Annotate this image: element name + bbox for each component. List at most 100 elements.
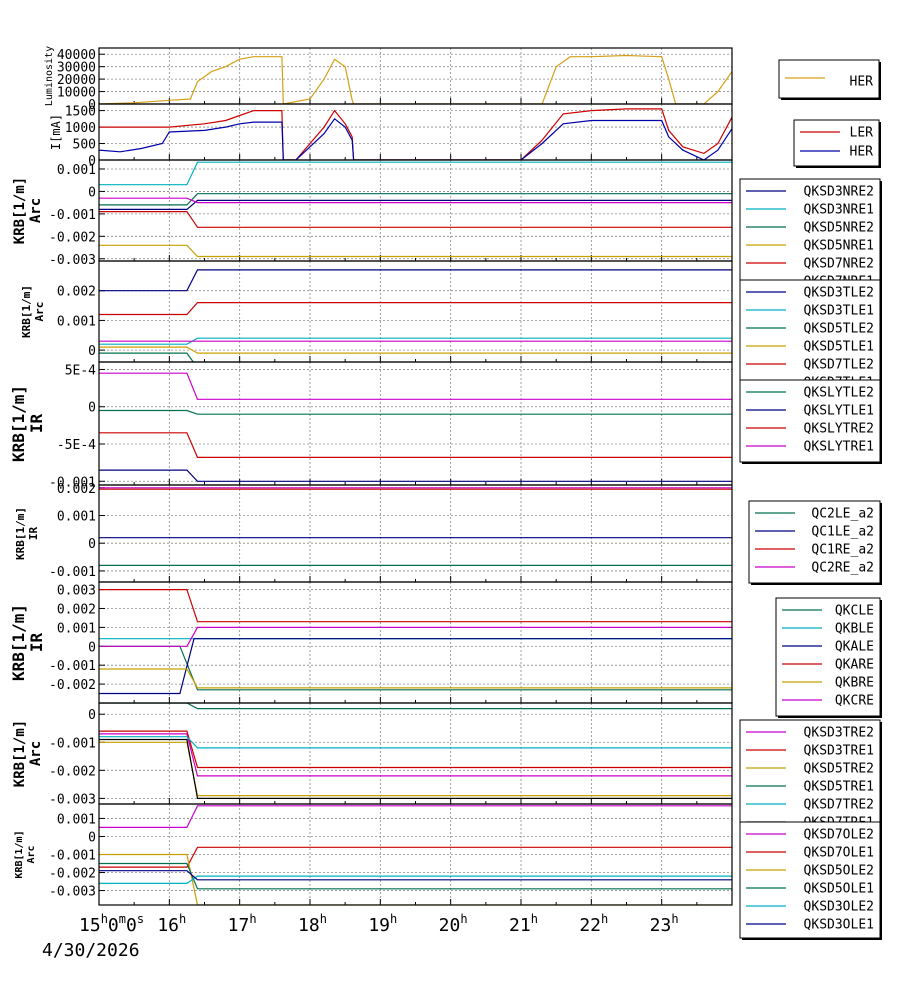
series-QKSD3OLE1 <box>99 870 732 881</box>
x-tick-label: 21h <box>509 912 538 936</box>
series-QKSD7TRE1 <box>99 738 732 800</box>
series-QKSLYTRE2 <box>99 432 732 458</box>
legend-label: QKSD5OLE1 <box>804 882 874 897</box>
legend-label: QKSD3NRE1 <box>804 203 874 218</box>
series-QKARE <box>99 588 732 623</box>
series-LER <box>99 108 732 160</box>
legend-label: QKSD3NRE2 <box>804 185 874 200</box>
y-axis-label-sub: Arc <box>33 302 46 322</box>
series-QKSD7TRE2 <box>99 736 732 749</box>
legend-8: QKSD7OLE2 QKSD7OLE1 QKSD5OLE2 QKSD5OLE1 QKSD… <box>739 821 882 940</box>
legend-box <box>778 59 880 99</box>
series-QKSD3TLE2 <box>99 269 732 292</box>
y-tick-label: -0.001 <box>49 659 96 674</box>
legend-label: QKSLYTLE1 <box>804 404 874 419</box>
legend-label: QC1LE_a2 <box>811 525 874 540</box>
y-axis-label: Luminosity <box>44 46 55 106</box>
y-axis-label: KRB[1/m] <box>9 604 28 681</box>
x-tick-label: 20h <box>439 912 468 936</box>
legend-label: QKBRE <box>835 676 874 691</box>
legend-box <box>739 178 881 296</box>
legend-label: QKSD5TRE1 <box>804 780 874 795</box>
y-axis-label-sub: IR <box>27 414 46 434</box>
x-tick-label: 22h <box>579 912 608 936</box>
legend-label: QKSD3OLE1 <box>804 918 874 933</box>
y-tick-label: 0 <box>88 640 96 655</box>
y-tick-label: -0.001 <box>49 565 96 580</box>
y-tick-label: 0.001 <box>57 163 96 178</box>
legend-label: QKSD5NRE1 <box>804 239 874 254</box>
x-tick-label: 17h <box>228 912 257 936</box>
y-axis-label: KRB[1/m] <box>14 507 27 560</box>
legend-label: QKBLE <box>835 622 874 637</box>
y-tick-label: 500 <box>73 138 96 153</box>
panel-7: -0.003 -0.002 -0.001 0 KRB[1/m] Arc <box>12 702 733 807</box>
series-QKALE <box>99 638 732 695</box>
legend-label: QKSD7OLE2 <box>804 828 874 843</box>
series-QKSLYTRE1 <box>99 372 732 400</box>
legend-4: QKSLYTLE2 QKSLYTLE1 QKSLYTRE2 QKSLYTRE1 <box>739 379 882 464</box>
legend-box <box>739 719 881 837</box>
legend-7: QKSD3TRE2 QKSD3TRE1 QKSD5TRE2 QKSD5TRE1 QKSD… <box>739 719 882 838</box>
y-tick-label: 20000 <box>57 73 96 88</box>
series-QKSD3NRE2 <box>99 199 732 210</box>
legend-label: QKCLE <box>835 604 874 619</box>
legend-label: QKSD5TLE1 <box>804 340 874 355</box>
y-axis-label: KRB[1/m] <box>12 177 28 244</box>
legend-label: QC2LE_a2 <box>811 507 874 522</box>
plot-frame <box>98 159 733 262</box>
y-tick-label: -0.001 <box>49 736 96 751</box>
series-QKSD3TRE1 <box>99 730 732 769</box>
legend-5: QC2LE_a2 QC1LE_a2 QC1RE_a2 QC2RE_a2 <box>748 500 882 585</box>
legend-label: QKSD7TRE2 <box>804 798 874 813</box>
y-tick-label: -0.001 <box>49 475 96 490</box>
y-axis-label: KRB[1/m] <box>20 285 33 338</box>
series-QKSD3TRE2 <box>99 733 732 777</box>
y-tick-label: 10000 <box>57 86 96 101</box>
y-tick-label: -0.001 <box>49 208 96 223</box>
series-QKSD5NRE1 <box>99 244 732 258</box>
series-QKCLE <box>99 645 732 691</box>
y-tick-label: 0 <box>88 344 96 359</box>
legend-label: QKCRE <box>835 694 874 709</box>
legend-label: QKSD7OLE1 <box>804 846 874 861</box>
y-axis-label: KRB[1/m] <box>9 385 28 462</box>
series-HER <box>99 117 732 160</box>
legend-label: QKARE <box>835 658 874 673</box>
y-axis-label-sub: Arc <box>28 741 44 766</box>
y-axis-label-sub: Arc <box>28 198 44 223</box>
x-axis: 15h0m0s 16h 17h 18h 19h 20h 21h 22h 23h 4/30/2026 <box>42 912 679 961</box>
series-QKSD7NRE1 <box>99 197 732 204</box>
plot-frame <box>98 581 733 704</box>
panel-2: -0.003 -0.002 -0.001 0 0.001 KRB[1/m] Arc <box>12 159 733 268</box>
legend-label: QKALE <box>835 640 874 655</box>
series-QKSD7OLE1 <box>99 846 732 868</box>
y-tick-label: 0.002 <box>57 482 96 497</box>
legend-label: QKSD5OLE2 <box>804 864 874 879</box>
y-tick-label: -0.002 <box>49 678 96 693</box>
series-HER <box>99 54 732 104</box>
panel-4: -0.001 -5E-4 0 5E-4 KRB[1/m] IR <box>9 361 733 490</box>
legend-6: QKCLE QKBLE QKALE QKARE QKBRE QKCRE <box>775 597 882 718</box>
legend-label: LER <box>850 126 874 141</box>
y-axis-label-sub: IR <box>27 633 46 653</box>
series-QKBRE <box>99 668 732 689</box>
series-QKCRE <box>99 626 732 647</box>
x-tick-label: 19h <box>368 912 397 936</box>
legend-label: QKSD5TRE2 <box>804 762 874 777</box>
y-tick-label: -0.002 <box>49 230 96 245</box>
legend-label: HER <box>850 145 874 160</box>
x-tick-label: 23h <box>650 912 679 936</box>
y-tick-label: 0.001 <box>57 314 96 329</box>
series-QKSD5OLE1 <box>99 862 732 890</box>
series-QKSD3OLE2 <box>99 875 732 885</box>
y-tick-label: 0 <box>88 185 96 200</box>
legend-label: QKSD3TLE2 <box>804 286 874 301</box>
legend-box <box>748 500 881 584</box>
y-tick-label: 0.001 <box>57 621 96 636</box>
y-tick-label: -0.003 <box>49 792 96 807</box>
y-axis-label-sub: IR <box>27 527 40 541</box>
y-tick-label: 0.001 <box>57 509 96 524</box>
plot-frame <box>98 361 733 486</box>
